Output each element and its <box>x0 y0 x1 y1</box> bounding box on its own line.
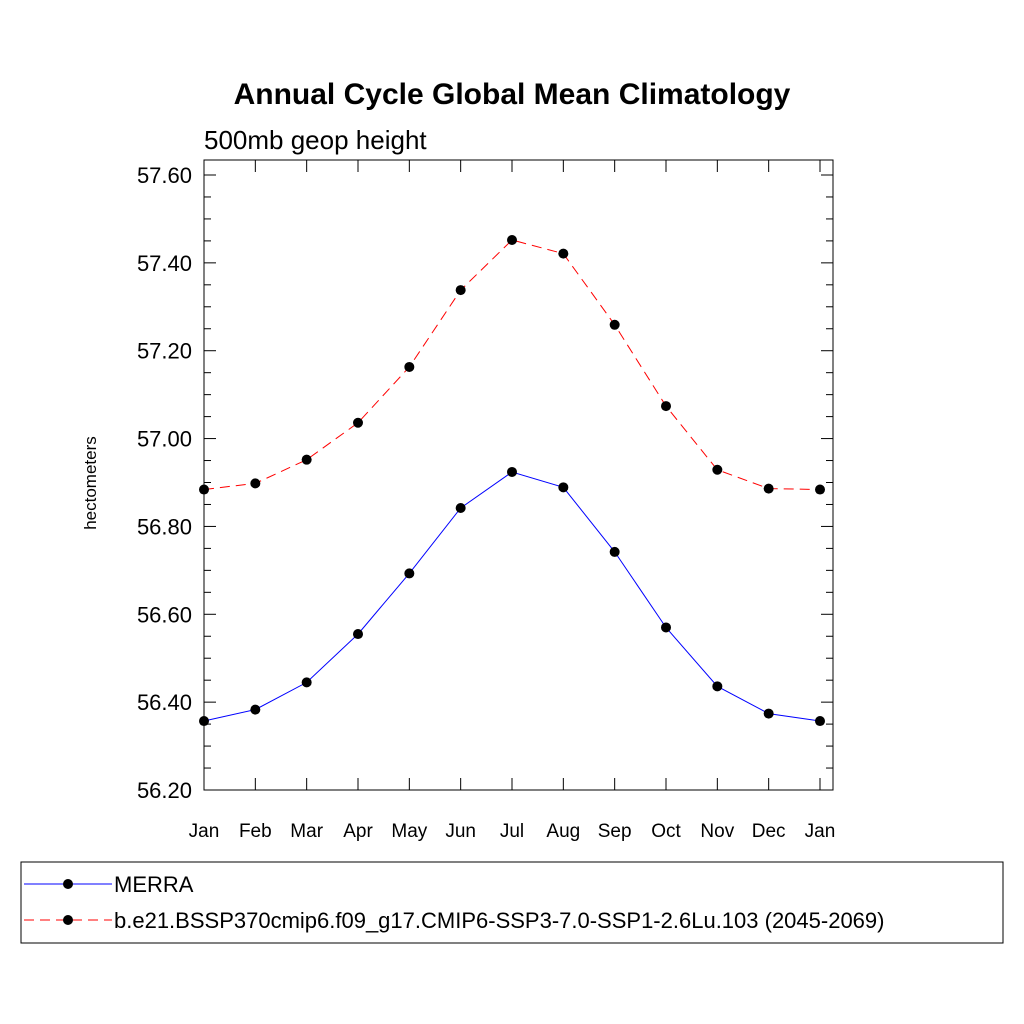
y-tick-label: 57.00 <box>137 427 192 452</box>
x-tick-label: Sep <box>598 821 632 842</box>
x-tick-label: May <box>391 821 427 842</box>
series-1-point <box>455 502 466 513</box>
series-1-point <box>404 568 415 579</box>
series-2-point <box>404 361 415 372</box>
chart-title: Annual Cycle Global Mean Climatology <box>234 78 791 111</box>
y-tick-label: 56.20 <box>137 778 192 803</box>
series-2-point <box>250 478 261 489</box>
x-tick-label: Nov <box>700 821 734 842</box>
series-1-point <box>250 704 261 715</box>
y-axis-label: hectometers <box>81 436 100 530</box>
y-tick-label: 56.60 <box>137 602 192 627</box>
x-tick-label: Aug <box>546 821 580 842</box>
series-1-point <box>815 716 825 727</box>
series-1-point <box>353 629 363 640</box>
series-2-point <box>301 454 312 465</box>
chart-subtitle: 500mb geop height <box>204 125 427 155</box>
y-tick-label: 57.60 <box>137 163 192 188</box>
y-tick-label: 56.40 <box>137 690 192 715</box>
series-2-point <box>815 484 825 495</box>
series-1-point <box>558 482 569 493</box>
legend: MERRA b.e21.BSSP370cmip6.f09_g17.CMIP6-SS… <box>20 861 1004 944</box>
series-2-point <box>353 417 363 428</box>
legend-label-2: b.e21.BSSP370cmip6.f09_g17.CMIP6-SSP3-7.… <box>114 908 884 933</box>
series-2-point <box>199 484 209 495</box>
x-tick-label: Feb <box>239 821 272 842</box>
x-tick-label: Mar <box>290 821 323 842</box>
y-tick-label: 57.20 <box>137 339 192 364</box>
series-2-point <box>507 235 517 246</box>
y-tick-label: 57.40 <box>137 251 192 276</box>
series-2-point <box>455 285 466 296</box>
series-2-point <box>712 464 723 475</box>
x-tick-label: Dec <box>752 821 786 842</box>
x-tick-label: Jun <box>445 821 476 842</box>
series-1-point <box>507 466 517 477</box>
y-tick-label: 56.80 <box>137 514 192 539</box>
plot-area <box>203 159 834 791</box>
series-2-point <box>661 401 671 412</box>
x-tick-label: Apr <box>343 821 373 842</box>
series-1-point <box>199 716 209 727</box>
legend-marker-2 <box>63 915 73 925</box>
x-tick-label: Oct <box>651 821 681 842</box>
series-1-point <box>763 708 774 719</box>
series-layer <box>199 235 825 727</box>
x-tick-label: Jan <box>805 821 836 842</box>
series-1-point <box>301 677 312 688</box>
series-2-point <box>609 319 620 330</box>
series-1-point <box>661 622 671 633</box>
series-1-point <box>712 681 723 692</box>
x-axis: Jan Feb Mar Apr May Jun Jul Aug Sep Oct Nov Dec Jan <box>189 160 836 842</box>
series-1-point <box>609 546 620 557</box>
legend-frame <box>20 861 1004 944</box>
legend-marker-1 <box>63 879 73 889</box>
plot-frame <box>203 159 834 791</box>
legend-label-1: MERRA <box>114 872 194 897</box>
y-axis: 56.20 56.40 56.60 56.80 57.00 57.20 57.40 57.60 <box>137 163 833 803</box>
x-tick-label: Jul <box>500 821 524 842</box>
series-2-point <box>763 483 774 494</box>
series-2-point <box>558 248 569 259</box>
x-tick-label: Jan <box>189 821 220 842</box>
